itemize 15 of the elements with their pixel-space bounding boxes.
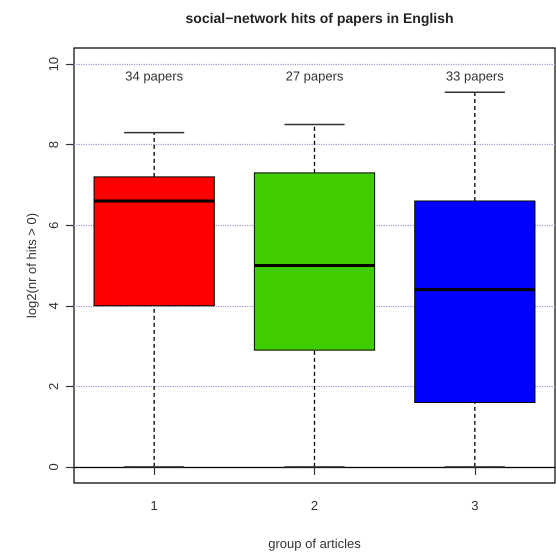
annotation: 34 papers <box>125 68 184 84</box>
chart-title: social−network hits of papers in English <box>185 10 454 26</box>
x-tick-label: 1 <box>150 498 158 513</box>
y-tick-label: 6 <box>46 222 61 229</box>
y-axis-title: log2(nr of hits > 0) <box>24 212 39 318</box>
y-tick-label: 2 <box>46 382 61 390</box>
annotation: 27 papers <box>286 68 344 84</box>
x-tick-label: 2 <box>310 498 318 513</box>
annotation: 33 papers <box>446 68 504 84</box>
y-tick-label: 0 <box>46 463 61 471</box>
y-tick-label: 10 <box>46 56 61 72</box>
x-tick-label: 3 <box>471 498 478 513</box>
y-tick-label: 4 <box>46 302 61 310</box>
y-tick-label: 8 <box>46 141 61 148</box>
x-axis-title: group of articles <box>268 536 362 551</box>
